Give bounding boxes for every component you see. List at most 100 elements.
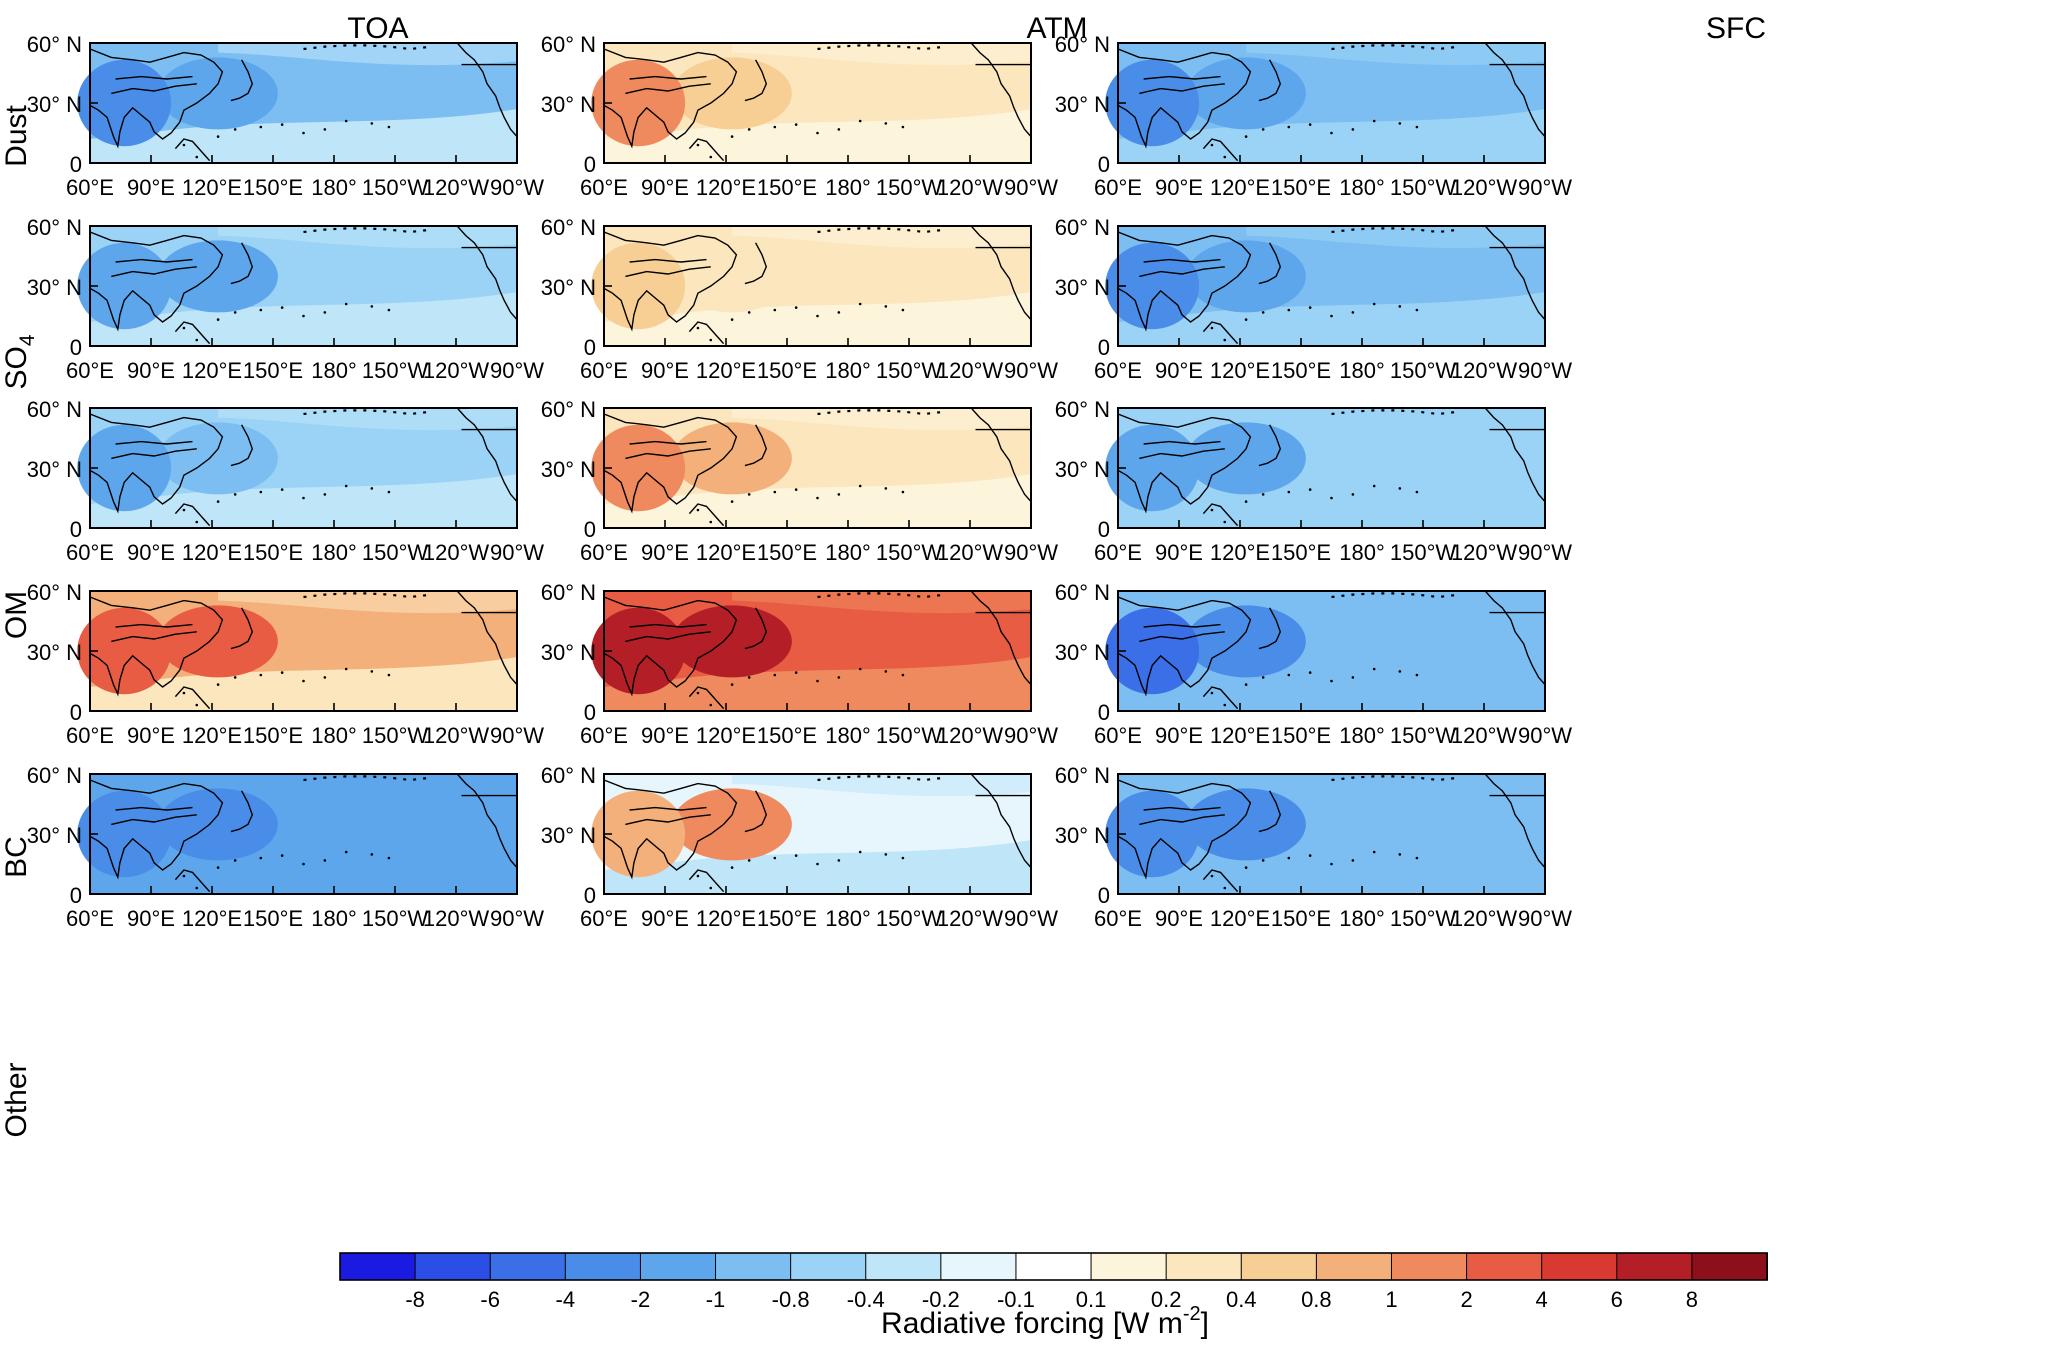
xtick-label: 90°E — [127, 175, 175, 200]
colorbar-frame — [339, 1252, 1768, 1281]
island-dot — [233, 311, 237, 314]
coastline — [89, 779, 224, 880]
island-dot — [1287, 125, 1291, 129]
row-label-so4-sub: 4 — [16, 334, 39, 346]
island-dot — [323, 128, 327, 131]
island-dot — [884, 487, 888, 490]
field-south-asia — [591, 790, 686, 878]
colorbar-segment — [940, 1252, 1017, 1281]
field-south-asia — [591, 424, 686, 512]
colorbar-segment — [865, 1252, 942, 1281]
ytick-label: 60° N — [27, 215, 82, 240]
ytick-label: 0 — [1098, 517, 1110, 542]
coastline — [1484, 225, 1546, 321]
field-east-asia — [158, 422, 278, 495]
island-dot — [901, 856, 905, 860]
island-dot — [794, 123, 798, 126]
xtick-label: 180° — [1339, 906, 1385, 931]
xtick-label: 90°E — [1155, 540, 1203, 565]
coastline — [1117, 779, 1252, 880]
colorbar-segment — [1165, 1252, 1243, 1281]
xtick-label: 150°W — [1390, 723, 1457, 748]
island-dot — [233, 128, 237, 131]
coastline — [456, 773, 518, 869]
colorbar-segment — [1541, 1252, 1618, 1281]
xtick-label: 180° — [311, 175, 357, 200]
island-dot — [747, 493, 751, 496]
panel-so4-toa: 60° N 30° N 060°E 90°E 120°E 150°E 180° 150°W12… — [27, 215, 545, 383]
island-dot — [837, 859, 841, 862]
ytick-label: 60° N — [541, 763, 596, 788]
coastline — [1202, 869, 1239, 893]
aleutian-islands — [1331, 409, 1460, 416]
island-dot — [730, 866, 734, 869]
island-dot — [259, 856, 263, 860]
xtick-label: 150°W — [876, 358, 943, 383]
island-dot — [1351, 493, 1355, 496]
island-dot — [1287, 856, 1291, 860]
island-dot — [816, 862, 819, 866]
field-south-asia — [1105, 790, 1200, 878]
coastlines — [89, 590, 518, 710]
island-dot — [773, 856, 777, 860]
xtick-label: 90°W — [1518, 540, 1572, 565]
xtick-label: 60°E — [66, 540, 114, 565]
coastline — [89, 596, 224, 697]
island-dot — [816, 314, 819, 318]
island-dot — [773, 673, 777, 677]
coastline — [230, 59, 254, 102]
colorbar-segment — [1616, 1252, 1693, 1281]
coastline — [230, 242, 254, 285]
island-dot — [1330, 679, 1333, 683]
island-dot — [387, 673, 391, 677]
island-dot — [302, 679, 305, 683]
coastline — [115, 258, 193, 263]
island-dot — [302, 862, 305, 866]
island-dot — [837, 493, 841, 496]
xtick-label: 120°E — [696, 540, 756, 565]
island-dot — [216, 500, 220, 503]
coastlines — [603, 42, 1032, 162]
xtick-label: 180° — [1339, 358, 1385, 383]
coastline — [1139, 814, 1225, 826]
colorbar-segment — [639, 1252, 717, 1281]
island-dot — [195, 338, 199, 342]
coastline — [1117, 231, 1252, 332]
coastline — [1484, 407, 1546, 503]
ytick-label: 0 — [70, 335, 82, 360]
island-dot — [323, 859, 327, 862]
coastline — [111, 814, 197, 826]
island-dot — [696, 326, 700, 330]
island-dot — [370, 122, 374, 125]
island-dot — [1210, 326, 1214, 330]
island-dot — [1210, 874, 1214, 878]
island-dot — [1330, 862, 1333, 866]
island-dot — [747, 128, 751, 131]
xtick-label: 90°E — [1155, 358, 1203, 383]
xtick-label: 90°E — [641, 175, 689, 200]
ytick-label: 30° N — [541, 640, 596, 665]
island-dot — [1308, 306, 1312, 309]
xtick-label: 120°W — [1451, 906, 1518, 931]
coastline — [1202, 686, 1239, 710]
colorbar-segment — [715, 1252, 792, 1281]
island-dot — [1351, 311, 1355, 314]
coastline — [603, 231, 738, 332]
island-dot — [1223, 703, 1227, 707]
island-dot — [1415, 125, 1419, 129]
ytick-label: 30° N — [541, 457, 596, 482]
field-northern-rim — [732, 774, 1031, 797]
colorbar-segment — [564, 1252, 642, 1281]
field-east-asia — [1186, 605, 1306, 678]
xtick-label: 120°W — [423, 540, 490, 565]
ytick-label: 0 — [1098, 152, 1110, 177]
xtick-label: 150°W — [1390, 906, 1457, 931]
xtick-label: 180° — [311, 540, 357, 565]
coastline — [456, 407, 518, 503]
field-east-asia — [158, 788, 278, 861]
xtick-label: 150°E — [757, 175, 817, 200]
island-dot — [370, 305, 374, 308]
xtick-label: 120°W — [937, 175, 1004, 200]
island-dot — [1415, 308, 1419, 312]
field-east-asia — [672, 788, 792, 861]
